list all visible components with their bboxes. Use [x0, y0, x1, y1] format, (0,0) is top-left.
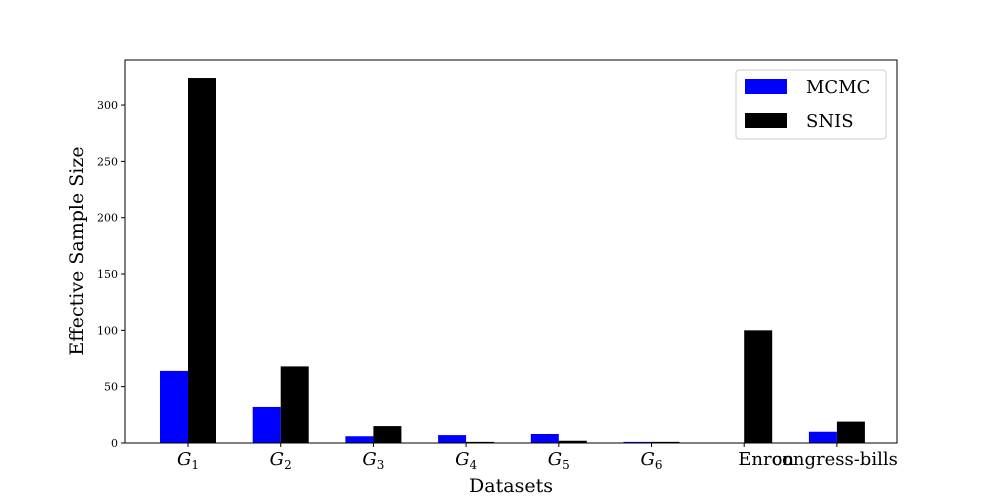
bars-layer	[160, 78, 865, 443]
x-tick-label: G2	[270, 449, 292, 472]
bar-mcmc-0	[160, 370, 188, 443]
bar-mcmc-2	[345, 436, 374, 443]
bar-mcmc-3	[438, 435, 467, 443]
y-tick-label: 150	[97, 268, 118, 281]
y-axis-ticks: 0 50 100 150 200 250 300	[97, 99, 125, 450]
y-tick-label: 50	[104, 381, 118, 394]
bar-snis-5	[651, 441, 680, 443]
legend-swatch-snis	[745, 113, 787, 128]
legend-label-mcmc: MCMC	[806, 77, 870, 98]
bar-mcmc-1	[252, 406, 281, 443]
bar-mcmc-7	[808, 431, 837, 443]
bar-snis-2	[373, 426, 402, 443]
bar-snis-0	[188, 78, 216, 443]
bar-mcmc-4	[530, 433, 559, 443]
y-tick-label: 0	[111, 437, 118, 450]
legend-swatch-mcmc	[745, 79, 787, 94]
y-tick-label: 250	[97, 155, 118, 168]
bar-snis-6	[744, 330, 773, 443]
x-tick-label: G1	[177, 449, 199, 472]
y-tick-label: 100	[97, 324, 118, 337]
bar-mcmc-5	[623, 441, 652, 443]
x-tick-label: congress-bills	[772, 449, 898, 470]
x-tick-label: G5	[548, 449, 570, 472]
bar-snis-3	[466, 441, 495, 443]
bar-snis-4	[558, 440, 587, 443]
y-axis-label: Effective Sample Size	[66, 146, 88, 355]
y-tick-label: 200	[97, 212, 118, 225]
plot-frame	[124, 59, 898, 444]
x-tick-label: G3	[362, 449, 384, 472]
legend: MCMC SNIS	[735, 69, 887, 140]
y-tick-label: 300	[97, 99, 118, 112]
x-axis-label: Datasets	[469, 475, 553, 497]
legend-label-snis: SNIS	[806, 111, 854, 132]
bar-snis-7	[836, 421, 865, 443]
x-tick-label: G6	[640, 449, 662, 472]
x-tick-label: Enron	[738, 449, 794, 470]
bar-snis-1	[280, 366, 309, 443]
x-tick-label: G4	[455, 449, 477, 472]
